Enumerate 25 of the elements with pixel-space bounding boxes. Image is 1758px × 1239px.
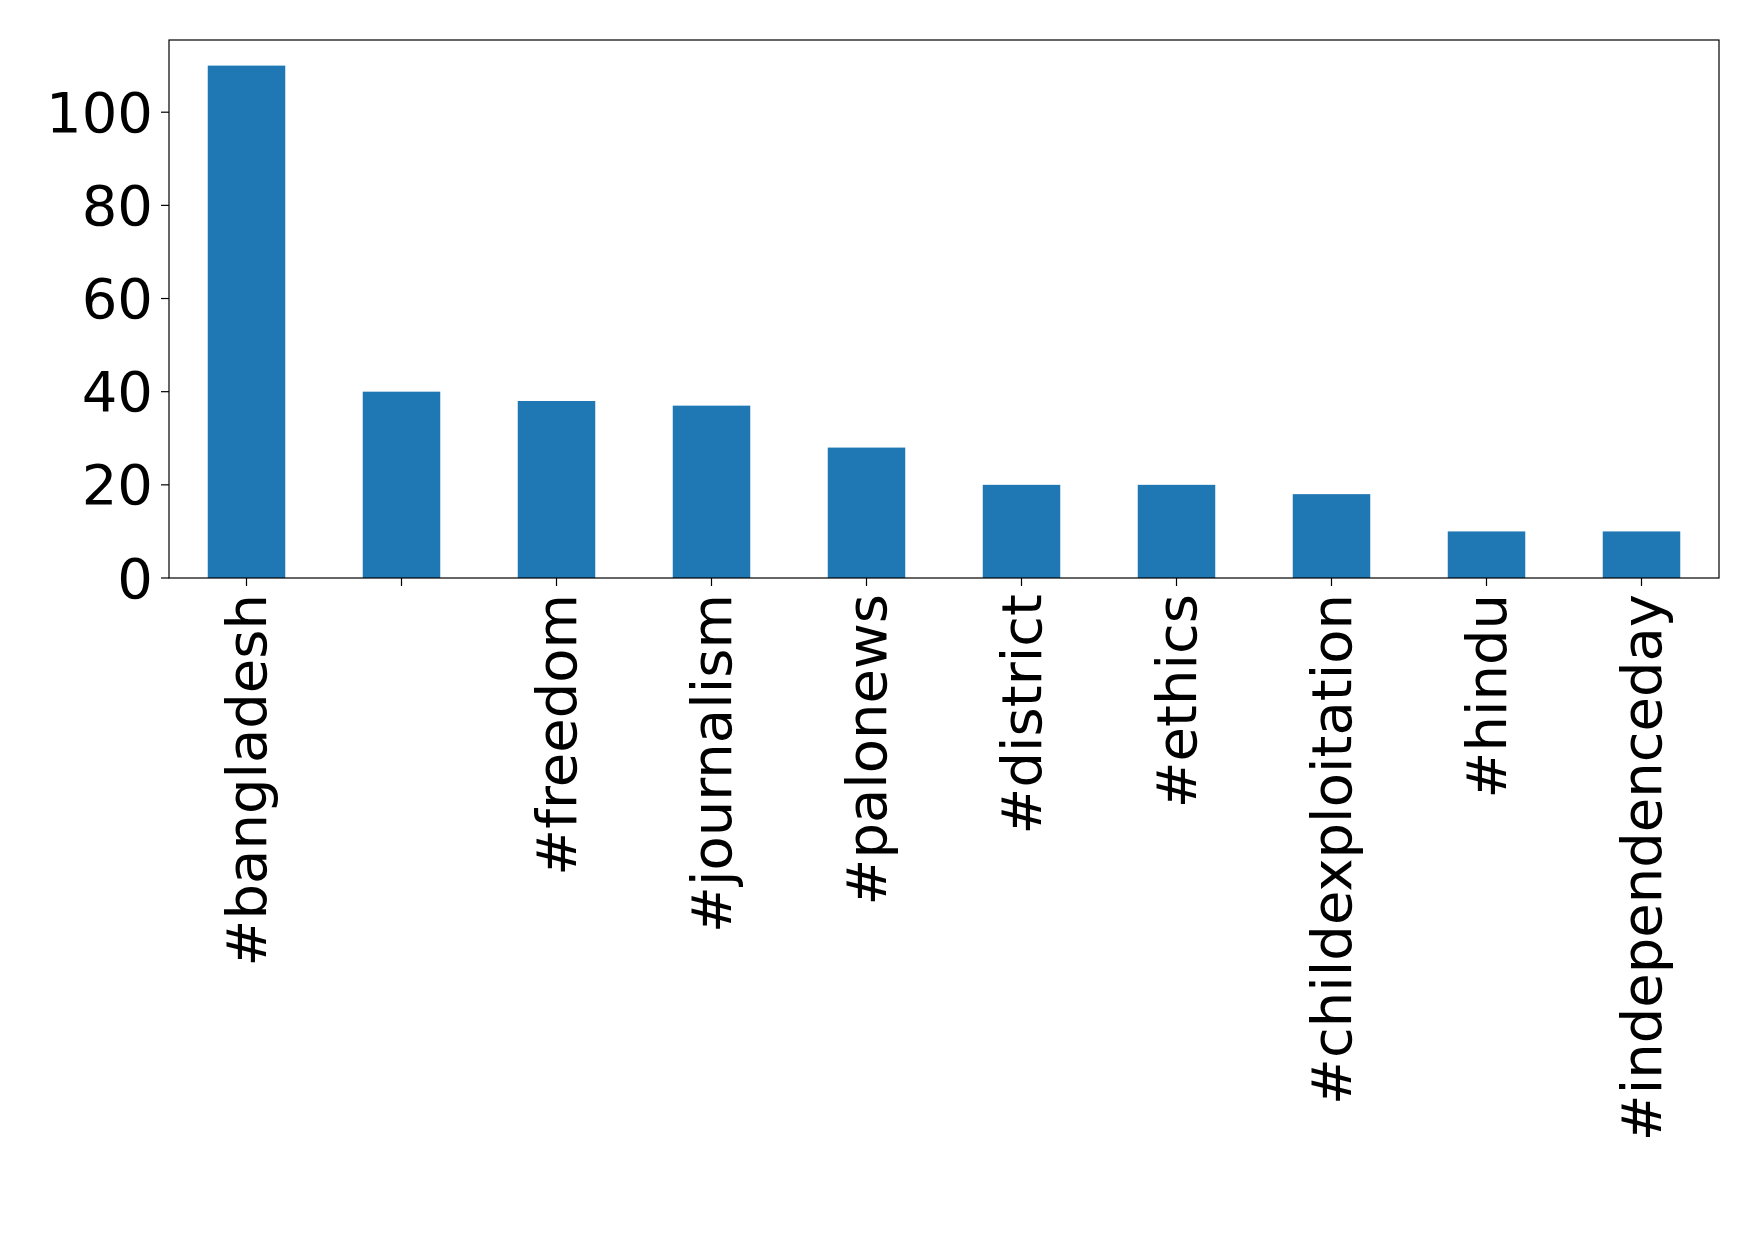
bar: [982, 484, 1061, 578]
x-tick-label: #childexploitation: [1299, 594, 1365, 1105]
y-tick-label: 20: [81, 452, 153, 518]
x-tick-label: #independenceday: [1609, 594, 1675, 1142]
bar: [1292, 494, 1371, 578]
y-tick-label: 80: [81, 172, 153, 238]
bar: [827, 447, 906, 578]
x-tick-label: #hindu: [1454, 594, 1520, 799]
bar: [207, 65, 286, 578]
x-tick-label: #palonews: [834, 594, 900, 906]
bar: [517, 401, 596, 578]
bar: [1447, 531, 1526, 578]
x-tick-label: #freedom: [524, 594, 590, 876]
bar: [362, 391, 441, 578]
x-tick-label: #district: [989, 594, 1055, 835]
bar: [1137, 484, 1216, 578]
x-tick-label: #ethics: [1144, 594, 1210, 809]
bar: [1602, 531, 1681, 578]
x-tick-label: #bangladesh: [214, 594, 280, 967]
y-tick-label: 40: [81, 359, 153, 425]
y-tick-label: 100: [46, 79, 153, 145]
y-tick-label: 60: [81, 266, 153, 332]
y-tick-label: 0: [117, 545, 153, 611]
x-tick-label: #journalism: [679, 594, 745, 933]
bar: [672, 405, 751, 578]
